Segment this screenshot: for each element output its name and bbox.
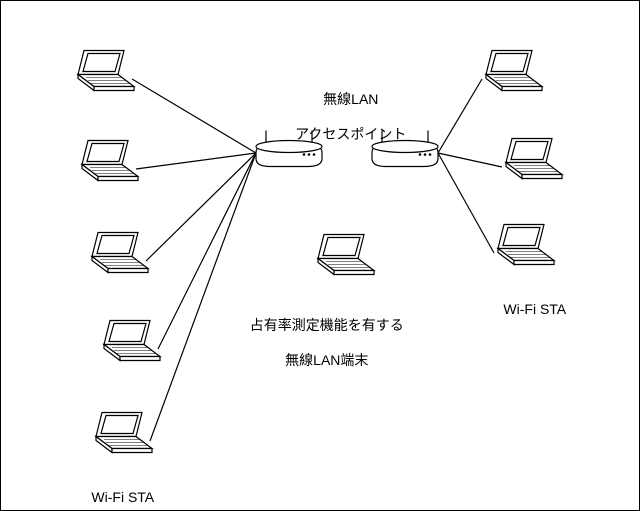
- wifi-station-sta_l3: [82, 231, 152, 292]
- ap-label-line2: アクセスポイント: [295, 126, 406, 142]
- edge-ap_left-sta_l3: [146, 153, 256, 261]
- edge-ap_left-sta_l1: [132, 79, 256, 153]
- wifi-station-sta_r2: [496, 137, 566, 198]
- wifi-station-center_sta: [308, 233, 378, 294]
- edge-ap_left-sta_l5: [150, 153, 256, 441]
- edge-ap_left-sta_l2: [136, 153, 256, 169]
- center-label-line1: 占有率測定機能を有する: [250, 317, 404, 333]
- diagram-stage: 無線LAN アクセスポイント 占有率測定機能を有する 無線LAN端末 Wi-Fi…: [0, 0, 640, 511]
- wifi-station-sta_r3: [488, 223, 558, 284]
- laptop-icon: [488, 223, 558, 279]
- laptop-icon: [308, 233, 378, 289]
- wifi-station-sta_l5: [86, 411, 156, 472]
- laptop-icon: [68, 49, 138, 105]
- wifi-station-sta_l4: [94, 319, 164, 380]
- wifi-station-sta_l2: [72, 139, 142, 200]
- edge-ap_right-sta_r2: [438, 153, 502, 167]
- laptop-icon: [72, 139, 142, 195]
- wifi-sta-left-label: Wi-Fi STA: [76, 471, 154, 511]
- ap-label-line1: 無線LAN: [323, 91, 378, 107]
- laptop-icon: [476, 49, 546, 105]
- wifi-station-sta_l1: [68, 49, 138, 110]
- access-point-label: 無線LAN アクセスポイント: [280, 73, 407, 161]
- laptop-icon: [82, 231, 152, 287]
- center-label-line2: 無線LAN端末: [285, 352, 368, 368]
- wifi-station-sta_r1: [476, 49, 546, 110]
- wifi-sta-left-text: Wi-Fi STA: [91, 489, 154, 505]
- wifi-sta-right-label: Wi-Fi STA: [488, 283, 566, 336]
- wifi-sta-right-text: Wi-Fi STA: [503, 301, 566, 317]
- laptop-icon: [94, 319, 164, 375]
- laptop-icon: [86, 411, 156, 467]
- edge-ap_right-sta_r3: [438, 153, 494, 253]
- center-terminal-label: 占有率測定機能を有する 無線LAN端末: [234, 299, 404, 387]
- laptop-icon: [496, 137, 566, 193]
